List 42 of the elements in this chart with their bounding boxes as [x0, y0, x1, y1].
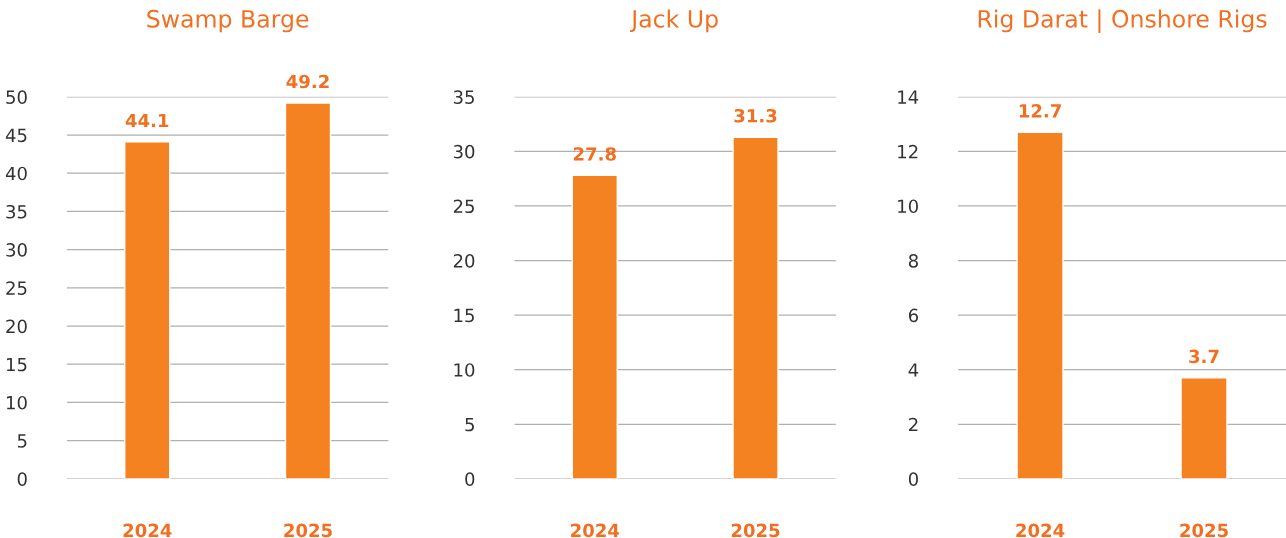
- y-tick-label: 35: [453, 90, 474, 104]
- y-tick-label: 4: [908, 363, 919, 377]
- chart-title: Jack Up: [630, 9, 718, 33]
- y-tick-label: 10: [898, 199, 918, 214]
- y-tick-label: 5: [465, 417, 474, 432]
- y-tick-label: 8: [908, 254, 918, 268]
- y-tick-label: 12: [898, 144, 918, 159]
- y-tick-label: 0: [908, 472, 918, 486]
- y-tick-label: 50: [6, 90, 27, 104]
- y-tick-label: 30: [6, 243, 27, 257]
- x-tick-label: 2025: [1180, 523, 1228, 538]
- x-tick-label: 2025: [731, 523, 780, 538]
- data-label: 3.7: [1189, 349, 1219, 364]
- x-tick-label: 2024: [123, 523, 172, 538]
- y-tick-label: 0: [17, 472, 27, 486]
- x-tick-label: 2025: [284, 523, 332, 538]
- y-tick-label: 10: [454, 363, 475, 377]
- y-tick-label: 10: [6, 395, 27, 410]
- y-tick-label: 20: [453, 254, 475, 268]
- x-tick-label: 2024: [1016, 523, 1065, 538]
- data-label: 44.1: [125, 113, 169, 128]
- y-tick-label: 20: [6, 319, 27, 334]
- data-label: 49.2: [286, 74, 329, 89]
- data-label: 27.8: [573, 147, 616, 161]
- x-tick-label: 2024: [571, 523, 620, 538]
- y-tick-label: 15: [6, 357, 27, 372]
- y-tick-label: 5: [17, 434, 27, 448]
- data-label: 12.7: [1019, 104, 1061, 118]
- chart-title: Rig Darat | Onshore Rigs: [978, 9, 1267, 33]
- y-tick-label: 2: [909, 417, 918, 432]
- y-tick-label: 45: [5, 128, 27, 143]
- data-label: 31.3: [734, 108, 777, 123]
- y-tick-label: 0: [465, 472, 475, 486]
- y-tick-label: 25: [6, 281, 27, 295]
- y-tick-label: 14: [898, 90, 919, 104]
- y-tick-label: 35: [6, 204, 27, 219]
- y-tick-label: 6: [908, 308, 919, 323]
- y-tick-label: 40: [5, 166, 27, 181]
- chart-title: Swamp Barge: [147, 9, 309, 33]
- y-tick-label: 25: [453, 199, 474, 214]
- y-tick-label: 30: [453, 144, 475, 159]
- y-tick-label: 15: [454, 308, 474, 323]
